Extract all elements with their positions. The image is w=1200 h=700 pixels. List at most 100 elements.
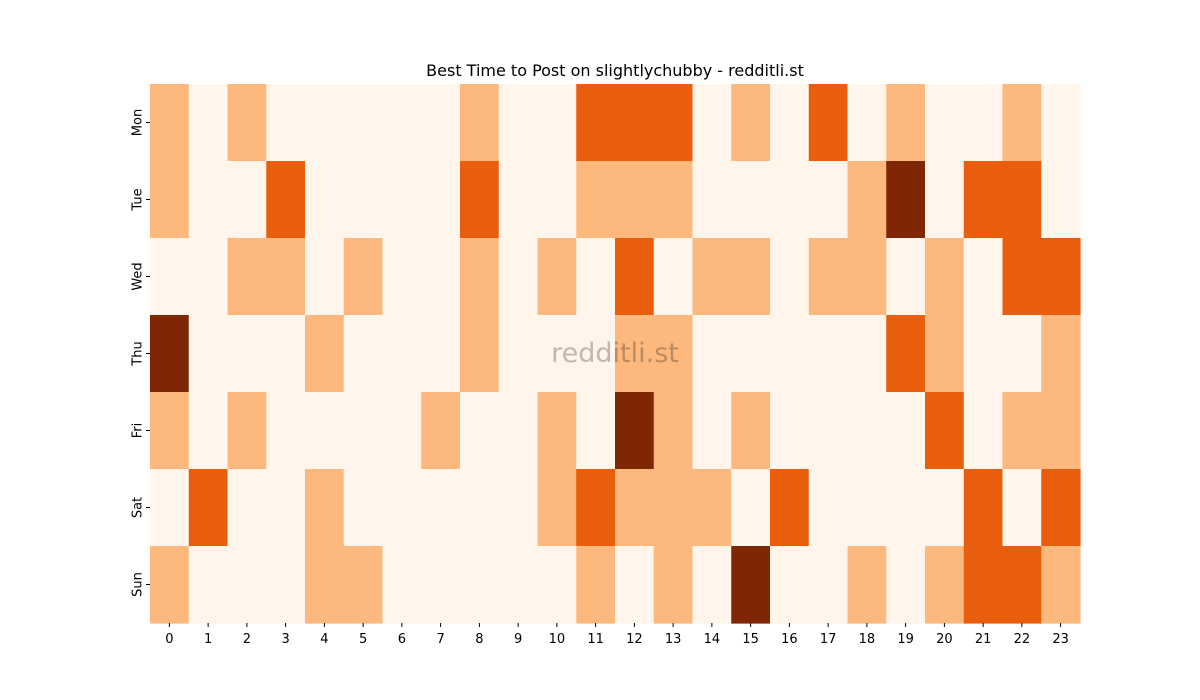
heatmap-cell-sun-8 xyxy=(460,546,500,624)
x-tick-label: 23 xyxy=(1052,632,1069,647)
heatmap-cell-sat-14 xyxy=(692,469,732,547)
heatmap-cell-sat-10 xyxy=(537,469,577,547)
x-tick-label: 21 xyxy=(975,632,992,647)
heatmap-cell-tue-18 xyxy=(847,161,887,239)
heatmap-cell-thu-11 xyxy=(576,315,616,393)
heatmap-cell-wed-23 xyxy=(1041,238,1081,316)
heatmap-cell-mon-5 xyxy=(343,84,384,162)
heatmap-cell-wed-7 xyxy=(421,238,461,316)
heatmap-cell-mon-4 xyxy=(305,84,345,162)
heatmap-cell-thu-1 xyxy=(188,315,229,393)
x-axis: 0 1 2 3 4 5 6 7 8 9 10 11 12 13 14 15 16 17 18 19 20 21 22 23 xyxy=(165,623,1069,647)
heatmap-cell-wed-4 xyxy=(305,238,345,316)
heatmap-cell-sat-5 xyxy=(343,469,384,547)
heatmap-cell-fri-14 xyxy=(692,392,732,470)
watermark-text: redditli.st xyxy=(551,338,679,369)
heatmap-cell-thu-23 xyxy=(1041,315,1081,393)
heatmap-cell-sun-22 xyxy=(1002,546,1042,624)
heatmap-cell-mon-20 xyxy=(925,84,965,162)
heatmap-cell-mon-22 xyxy=(1002,84,1042,162)
heatmap-cell-sun-9 xyxy=(498,546,539,624)
heatmap-cell-sun-19 xyxy=(886,546,926,624)
heatmap-cell-tue-2 xyxy=(227,161,267,239)
heatmap-cell-sun-17 xyxy=(808,546,849,624)
heatmap-cell-sat-23 xyxy=(1041,469,1081,547)
heatmap-cell-thu-7 xyxy=(421,315,461,393)
heatmap-cell-sun-6 xyxy=(382,546,422,624)
heatmap-cell-wed-5 xyxy=(343,238,384,316)
x-tick-label: 2 xyxy=(243,632,251,647)
heatmap-cell-thu-19 xyxy=(886,315,926,393)
heatmap-cell-thu-10 xyxy=(537,315,577,393)
heatmap-cell-sat-7 xyxy=(421,469,461,547)
heatmap-cell-thu-2 xyxy=(227,315,267,393)
heatmap-cell-sun-14 xyxy=(692,546,732,624)
heatmap-cell-tue-19 xyxy=(886,161,926,239)
heatmap-cell-mon-0 xyxy=(150,84,190,162)
heatmap-cell-thu-17 xyxy=(808,315,849,393)
heatmap-cell-sun-11 xyxy=(576,546,616,624)
heatmap-cell-sun-7 xyxy=(421,546,461,624)
heatmap-cell-thu-20 xyxy=(925,315,965,393)
heatmap-cell-wed-17 xyxy=(808,238,849,316)
heatmap-cell-thu-6 xyxy=(382,315,422,393)
heatmap-cell-thu-18 xyxy=(847,315,887,393)
x-tick-label: 0 xyxy=(165,632,173,647)
heatmap-cell-sun-15 xyxy=(731,546,771,624)
heatmap-cell-sat-17 xyxy=(808,469,849,547)
heatmap-cell-fri-12 xyxy=(615,392,655,470)
heatmap-cell-mon-9 xyxy=(498,84,539,162)
heatmap-cell-tue-5 xyxy=(343,161,384,239)
heatmap-cell-sat-16 xyxy=(770,469,810,547)
heatmap-cell-mon-8 xyxy=(460,84,500,162)
heatmap-cell-sat-0 xyxy=(150,469,190,547)
heatmap-cell-tue-12 xyxy=(615,161,655,239)
x-tick-label: 5 xyxy=(359,632,367,647)
heatmap-cell-mon-21 xyxy=(963,84,1004,162)
x-tick-label: 20 xyxy=(936,632,953,647)
heatmap-cell-sat-20 xyxy=(925,469,965,547)
heatmap-cell-wed-16 xyxy=(770,238,810,316)
heatmap-cell-tue-10 xyxy=(537,161,577,239)
heatmap-cell-fri-18 xyxy=(847,392,887,470)
heatmap-cell-sun-20 xyxy=(925,546,965,624)
heatmap-cell-sun-4 xyxy=(305,546,345,624)
heatmap-cell-thu-16 xyxy=(770,315,810,393)
heatmap-cell-wed-10 xyxy=(537,238,577,316)
heatmap-cell-thu-15 xyxy=(731,315,771,393)
x-tick-label: 7 xyxy=(436,632,444,647)
heatmap-cell-fri-6 xyxy=(382,392,422,470)
heatmap-cell-thu-3 xyxy=(266,315,306,393)
heatmap-cell-tue-15 xyxy=(731,161,771,239)
heatmap-cell-wed-6 xyxy=(382,238,422,316)
x-tick-label: 1 xyxy=(204,632,212,647)
heatmap-cell-tue-22 xyxy=(1002,161,1042,239)
x-tick-label: 4 xyxy=(320,632,328,647)
heatmap-cell-mon-15 xyxy=(731,84,771,162)
heatmap-cell-fri-19 xyxy=(886,392,926,470)
heatmap-cell-tue-0 xyxy=(150,161,190,239)
heatmap-cell-mon-19 xyxy=(886,84,926,162)
x-tick-label: 3 xyxy=(281,632,289,647)
heatmap-cell-fri-1 xyxy=(188,392,229,470)
heatmap-cell-fri-17 xyxy=(808,392,849,470)
heatmap-cell-sat-11 xyxy=(576,469,616,547)
heatmap-cell-mon-13 xyxy=(653,84,694,162)
heatmap-cell-tue-8 xyxy=(460,161,500,239)
heatmap-cell-thu-14 xyxy=(692,315,732,393)
heatmap-cell-sun-0 xyxy=(150,546,190,624)
heatmap-cell-sat-8 xyxy=(460,469,500,547)
heatmap-cell-sun-10 xyxy=(537,546,577,624)
heatmap-cell-fri-9 xyxy=(498,392,539,470)
heatmap-cell-thu-5 xyxy=(343,315,384,393)
x-tick-label: 13 xyxy=(665,632,682,647)
heatmap-cell-mon-10 xyxy=(537,84,577,162)
x-tick-label: 14 xyxy=(704,632,721,647)
heatmap-cell-fri-11 xyxy=(576,392,616,470)
heatmap-cell-sat-2 xyxy=(227,469,267,547)
heatmap-cell-wed-1 xyxy=(188,238,229,316)
heatmap-cell-wed-0 xyxy=(150,238,190,316)
heatmap-cell-thu-13 xyxy=(653,315,694,393)
heatmap-cell-sat-4 xyxy=(305,469,345,547)
heatmap-cell-fri-22 xyxy=(1002,392,1042,470)
